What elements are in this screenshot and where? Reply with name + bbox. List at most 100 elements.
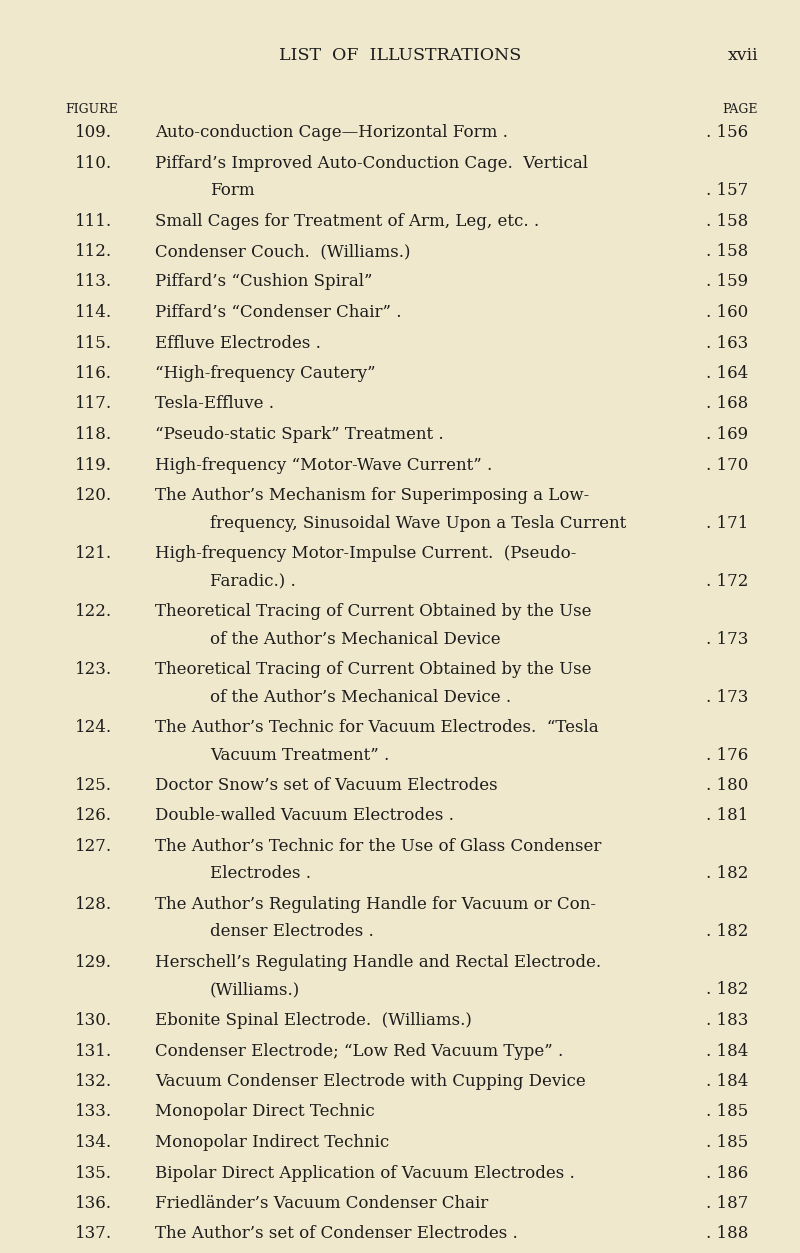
Text: The Author’s Regulating Handle for Vacuum or Con-: The Author’s Regulating Handle for Vacuu… bbox=[155, 896, 596, 913]
Text: 119.: 119. bbox=[75, 456, 112, 474]
Text: . 168: . 168 bbox=[706, 396, 748, 412]
Text: xvii: xvii bbox=[727, 48, 758, 64]
Text: . 184: . 184 bbox=[706, 1073, 748, 1090]
Text: 131.: 131. bbox=[75, 1042, 112, 1060]
Text: 136.: 136. bbox=[75, 1195, 112, 1212]
Text: 120.: 120. bbox=[75, 487, 112, 504]
Text: . 171: . 171 bbox=[706, 515, 748, 531]
Text: 123.: 123. bbox=[75, 662, 112, 678]
Text: 124.: 124. bbox=[75, 719, 112, 736]
Text: Auto-conduction Cage—Horizontal Form .: Auto-conduction Cage—Horizontal Form . bbox=[155, 124, 508, 142]
Text: . 159: . 159 bbox=[706, 273, 748, 291]
Text: Friedländer’s Vacuum Condenser Chair: Friedländer’s Vacuum Condenser Chair bbox=[155, 1195, 488, 1212]
Text: . 173: . 173 bbox=[706, 630, 748, 648]
Text: Electrodes .: Electrodes . bbox=[210, 866, 311, 882]
Text: . 185: . 185 bbox=[706, 1134, 748, 1152]
Text: 113.: 113. bbox=[75, 273, 112, 291]
Text: Form: Form bbox=[210, 182, 254, 199]
Text: 126.: 126. bbox=[75, 807, 112, 824]
Text: 115.: 115. bbox=[75, 335, 112, 352]
Text: 134.: 134. bbox=[75, 1134, 112, 1152]
Text: . 182: . 182 bbox=[706, 981, 748, 999]
Text: frequency, Sinusoidal Wave Upon a Tesla Current: frequency, Sinusoidal Wave Upon a Tesla … bbox=[210, 515, 626, 531]
Text: 130.: 130. bbox=[75, 1012, 112, 1029]
Text: 112.: 112. bbox=[75, 243, 112, 261]
Text: . 172: . 172 bbox=[706, 573, 748, 589]
Text: . 180: . 180 bbox=[706, 777, 748, 794]
Text: Tesla-Effluve .: Tesla-Effluve . bbox=[155, 396, 274, 412]
Text: . 158: . 158 bbox=[706, 213, 748, 229]
Text: Theoretical Tracing of Current Obtained by the Use: Theoretical Tracing of Current Obtained … bbox=[155, 662, 591, 678]
Text: Piffard’s “Cushion Spiral”: Piffard’s “Cushion Spiral” bbox=[155, 273, 373, 291]
Text: The Author’s Technic for Vacuum Electrodes.  “Tesla: The Author’s Technic for Vacuum Electrod… bbox=[155, 719, 598, 736]
Text: 109.: 109. bbox=[75, 124, 112, 142]
Text: 125.: 125. bbox=[75, 777, 112, 794]
Text: Doctor Snow’s set of Vacuum Electrodes: Doctor Snow’s set of Vacuum Electrodes bbox=[155, 777, 498, 794]
Text: . 163: . 163 bbox=[706, 335, 748, 352]
Text: Piffard’s “Condenser Chair” .: Piffard’s “Condenser Chair” . bbox=[155, 304, 402, 321]
Text: The Author’s Mechanism for Superimposing a Low-: The Author’s Mechanism for Superimposing… bbox=[155, 487, 590, 504]
Text: . 186: . 186 bbox=[706, 1164, 748, 1182]
Text: 111.: 111. bbox=[75, 213, 112, 229]
Text: High-frequency Motor-Impulse Current.  (Pseudo-: High-frequency Motor-Impulse Current. (P… bbox=[155, 545, 576, 563]
Text: . 173: . 173 bbox=[706, 688, 748, 705]
Text: . 164: . 164 bbox=[706, 365, 748, 382]
Text: Theoretical Tracing of Current Obtained by the Use: Theoretical Tracing of Current Obtained … bbox=[155, 603, 591, 620]
Text: . 170: . 170 bbox=[706, 456, 748, 474]
Text: Vacuum Condenser Electrode with Cupping Device: Vacuum Condenser Electrode with Cupping … bbox=[155, 1073, 586, 1090]
Text: . 157: . 157 bbox=[706, 182, 748, 199]
Text: Bipolar Direct Application of Vacuum Electrodes .: Bipolar Direct Application of Vacuum Ele… bbox=[155, 1164, 574, 1182]
Text: Small Cages for Treatment of Arm, Leg, etc. .: Small Cages for Treatment of Arm, Leg, e… bbox=[155, 213, 539, 229]
Text: PAGE: PAGE bbox=[722, 103, 758, 117]
Text: FIGURE: FIGURE bbox=[65, 103, 118, 117]
Text: “Pseudo-static Spark” Treatment .: “Pseudo-static Spark” Treatment . bbox=[155, 426, 444, 444]
Text: LIST  OF  ILLUSTRATIONS: LIST OF ILLUSTRATIONS bbox=[279, 48, 521, 64]
Text: 117.: 117. bbox=[75, 396, 112, 412]
Text: Ebonite Spinal Electrode.  (Williams.): Ebonite Spinal Electrode. (Williams.) bbox=[155, 1012, 472, 1029]
Text: . 185: . 185 bbox=[706, 1104, 748, 1120]
Text: Double-walled Vacuum Electrodes .: Double-walled Vacuum Electrodes . bbox=[155, 807, 454, 824]
Text: 118.: 118. bbox=[75, 426, 112, 444]
Text: denser Electrodes .: denser Electrodes . bbox=[210, 923, 374, 941]
Text: . 176: . 176 bbox=[706, 747, 748, 763]
Text: 132.: 132. bbox=[75, 1073, 112, 1090]
Text: Vacuum Treatment” .: Vacuum Treatment” . bbox=[210, 747, 390, 763]
Text: 114.: 114. bbox=[75, 304, 112, 321]
Text: 110.: 110. bbox=[75, 154, 112, 172]
Text: . 183: . 183 bbox=[706, 1012, 748, 1029]
Text: . 182: . 182 bbox=[706, 923, 748, 941]
Text: 129.: 129. bbox=[75, 954, 112, 971]
Text: Faradic.) .: Faradic.) . bbox=[210, 573, 296, 589]
Text: The Author’s set of Condenser Electrodes .: The Author’s set of Condenser Electrodes… bbox=[155, 1225, 518, 1243]
Text: (Williams.): (Williams.) bbox=[210, 981, 300, 999]
Text: of the Author’s Mechanical Device: of the Author’s Mechanical Device bbox=[210, 630, 501, 648]
Text: . 182: . 182 bbox=[706, 866, 748, 882]
Text: 127.: 127. bbox=[75, 838, 112, 855]
Text: Monopolar Indirect Technic: Monopolar Indirect Technic bbox=[155, 1134, 390, 1152]
Text: . 188: . 188 bbox=[706, 1225, 748, 1243]
Text: . 160: . 160 bbox=[706, 304, 748, 321]
Text: Herschell’s Regulating Handle and Rectal Electrode.: Herschell’s Regulating Handle and Rectal… bbox=[155, 954, 601, 971]
Text: . 181: . 181 bbox=[706, 807, 748, 824]
Text: Condenser Couch.  (Williams.): Condenser Couch. (Williams.) bbox=[155, 243, 410, 261]
Text: 121.: 121. bbox=[75, 545, 112, 563]
Text: 137.: 137. bbox=[75, 1225, 112, 1243]
Text: 128.: 128. bbox=[75, 896, 112, 913]
Text: “High-frequency Cautery”: “High-frequency Cautery” bbox=[155, 365, 376, 382]
Text: Monopolar Direct Technic: Monopolar Direct Technic bbox=[155, 1104, 374, 1120]
Text: Effluve Electrodes .: Effluve Electrodes . bbox=[155, 335, 321, 352]
Text: 122.: 122. bbox=[75, 603, 112, 620]
Text: 116.: 116. bbox=[75, 365, 112, 382]
Text: . 158: . 158 bbox=[706, 243, 748, 261]
Text: The Author’s Technic for the Use of Glass Condenser: The Author’s Technic for the Use of Glas… bbox=[155, 838, 602, 855]
Text: Condenser Electrode; “Low Red Vacuum Type” .: Condenser Electrode; “Low Red Vacuum Typ… bbox=[155, 1042, 563, 1060]
Text: 135.: 135. bbox=[75, 1164, 112, 1182]
Text: Piffard’s Improved Auto-Conduction Cage.  Vertical: Piffard’s Improved Auto-Conduction Cage.… bbox=[155, 154, 588, 172]
Text: 133.: 133. bbox=[75, 1104, 112, 1120]
Text: of the Author’s Mechanical Device .: of the Author’s Mechanical Device . bbox=[210, 688, 511, 705]
Text: . 187: . 187 bbox=[706, 1195, 748, 1212]
Text: . 169: . 169 bbox=[706, 426, 748, 444]
Text: High-frequency “Motor-Wave Current” .: High-frequency “Motor-Wave Current” . bbox=[155, 456, 492, 474]
Text: . 156: . 156 bbox=[706, 124, 748, 142]
Text: . 184: . 184 bbox=[706, 1042, 748, 1060]
